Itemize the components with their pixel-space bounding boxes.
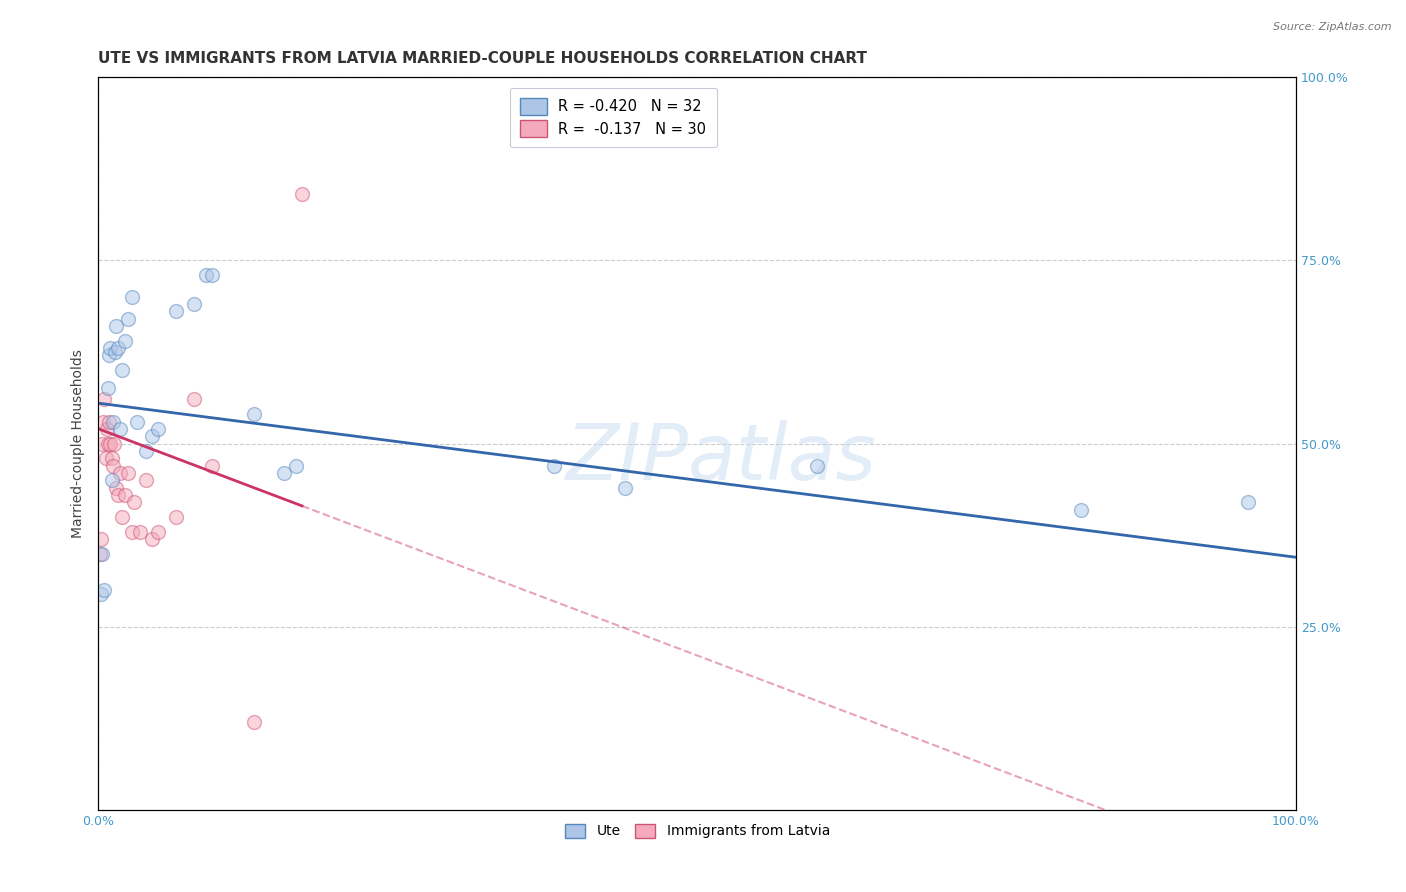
Point bbox=[104, 344, 127, 359]
Point bbox=[107, 341, 129, 355]
Point bbox=[97, 436, 120, 450]
Point bbox=[98, 348, 121, 362]
Point bbox=[117, 311, 139, 326]
Point bbox=[93, 392, 115, 407]
Point bbox=[117, 466, 139, 480]
Text: ZIPatlas: ZIPatlas bbox=[565, 420, 877, 496]
Point bbox=[89, 547, 111, 561]
Point bbox=[243, 407, 266, 421]
Point bbox=[91, 547, 114, 561]
Point bbox=[165, 510, 187, 524]
Point bbox=[1069, 502, 1091, 516]
Point bbox=[105, 481, 128, 495]
Point bbox=[135, 473, 157, 487]
Point bbox=[201, 458, 224, 473]
Point bbox=[90, 532, 112, 546]
Point bbox=[543, 458, 565, 473]
Point bbox=[96, 422, 118, 436]
Point bbox=[129, 524, 152, 539]
Point bbox=[273, 466, 295, 480]
Point bbox=[90, 587, 112, 601]
Point bbox=[101, 458, 124, 473]
Point bbox=[98, 415, 121, 429]
Point bbox=[201, 268, 224, 282]
Point bbox=[183, 297, 205, 311]
Point bbox=[195, 268, 218, 282]
Point bbox=[100, 341, 122, 355]
Point bbox=[141, 429, 163, 443]
Point bbox=[141, 532, 163, 546]
Point bbox=[91, 415, 114, 429]
Point bbox=[135, 443, 157, 458]
Point bbox=[94, 451, 117, 466]
Point bbox=[165, 304, 187, 318]
Point bbox=[108, 466, 131, 480]
Point bbox=[91, 436, 114, 450]
Point bbox=[93, 583, 115, 598]
Legend: Ute, Immigrants from Latvia: Ute, Immigrants from Latvia bbox=[560, 818, 835, 844]
Point bbox=[100, 473, 122, 487]
Point bbox=[114, 334, 136, 348]
Point bbox=[105, 319, 128, 334]
Point bbox=[101, 415, 124, 429]
Point bbox=[183, 392, 205, 407]
Point bbox=[148, 422, 170, 436]
Point bbox=[121, 524, 143, 539]
Point bbox=[111, 363, 134, 377]
Point bbox=[243, 715, 266, 730]
Point bbox=[121, 290, 143, 304]
Point bbox=[97, 382, 120, 396]
Point bbox=[103, 436, 125, 450]
Text: UTE VS IMMIGRANTS FROM LATVIA MARRIED-COUPLE HOUSEHOLDS CORRELATION CHART: UTE VS IMMIGRANTS FROM LATVIA MARRIED-CO… bbox=[98, 51, 868, 66]
Point bbox=[107, 488, 129, 502]
Point bbox=[125, 415, 148, 429]
Point bbox=[148, 524, 170, 539]
Point bbox=[291, 186, 314, 201]
Point bbox=[614, 481, 637, 495]
Y-axis label: Married-couple Households: Married-couple Households bbox=[72, 349, 86, 538]
Point bbox=[806, 458, 828, 473]
Point bbox=[100, 451, 122, 466]
Point bbox=[1237, 495, 1260, 509]
Point bbox=[285, 458, 308, 473]
Point bbox=[108, 422, 131, 436]
Point bbox=[124, 495, 146, 509]
Point bbox=[114, 488, 136, 502]
Point bbox=[100, 436, 122, 450]
Point bbox=[111, 510, 134, 524]
Text: Source: ZipAtlas.com: Source: ZipAtlas.com bbox=[1274, 22, 1392, 32]
